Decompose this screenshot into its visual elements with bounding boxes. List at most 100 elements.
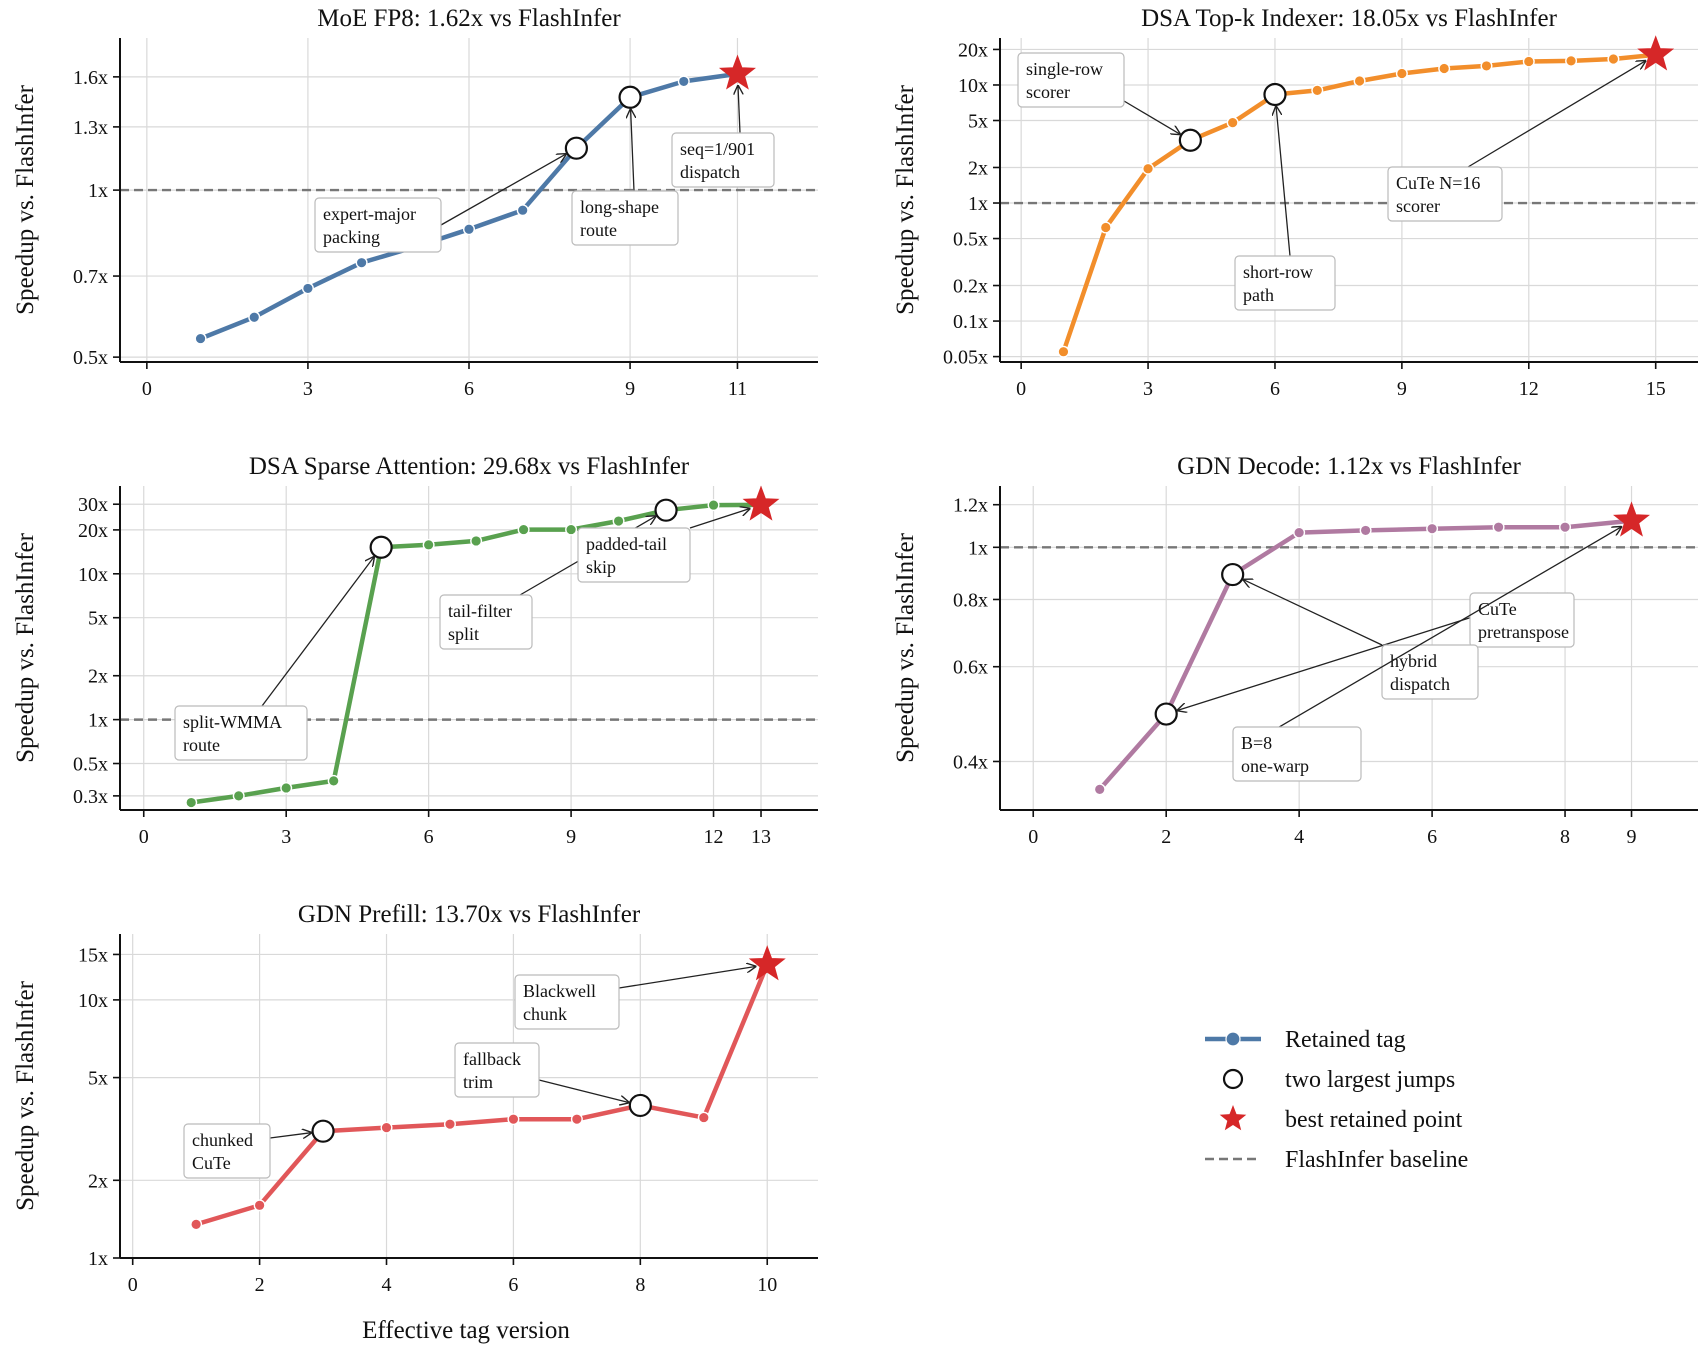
y-tick-label: 1x [968, 193, 988, 215]
best-point-star [1637, 35, 1675, 71]
y-tick-label: 0.7x [73, 266, 108, 288]
data-point [612, 515, 625, 528]
annotation-text: scorer [1026, 82, 1070, 102]
data-point [190, 1218, 203, 1231]
x-tick-label: 6 [464, 378, 474, 400]
x-tick-label: 4 [1294, 826, 1304, 848]
subplot-3: 0 3 6 9 12 13 0.3x 0.5x 1x 2x 5x 10x 20x 30x DSA Spars… [12, 453, 818, 848]
annotation-text: pretranspose [1478, 622, 1569, 642]
subplot-2: 0 3 6 9 12 15 0.05x 0.1x 0.2x 0.5x 1x 2x 5x 10x 20x DSA… [892, 5, 1698, 400]
x-tick-label: 6 [1427, 826, 1437, 848]
y-axis-label: Speedup vs. FlashInfer [12, 532, 39, 762]
annotation-arrow [1276, 107, 1291, 257]
jump-point [564, 136, 588, 160]
annotation-box [314, 197, 442, 253]
annotation-text: split [448, 624, 479, 644]
annotation-arrow [738, 86, 740, 134]
subplot-title: GDN Prefill: 13.70x vs FlashInfer [298, 901, 641, 928]
data-point [185, 796, 198, 809]
jump-point [1178, 128, 1202, 152]
data-point [697, 1111, 710, 1124]
y-tick-label: 15x [78, 944, 108, 966]
legend-item: Retained tag [1205, 1027, 1406, 1053]
annotation-text: expert-major [323, 204, 416, 224]
y-axis-label: Speedup vs. FlashInfer [12, 980, 39, 1210]
x-tick-label: 4 [382, 1274, 392, 1296]
x-tick-label: 11 [728, 378, 747, 400]
annotation-box [1017, 52, 1125, 108]
data-point [232, 789, 245, 802]
y-tick-label: 0.8x [953, 589, 988, 611]
y-tick-label: 2x [968, 157, 988, 179]
data-point [1438, 62, 1451, 75]
jump-point [1263, 82, 1287, 107]
legend-label: Retained tag [1285, 1027, 1406, 1053]
jump-point [628, 1093, 652, 1118]
annotation-text: chunked [192, 1130, 253, 1150]
y-tick-label: 10x [78, 990, 108, 1012]
data-point [1142, 162, 1155, 175]
data-point [1426, 522, 1439, 535]
annotation-text: packing [323, 227, 380, 247]
annotation-arrow [618, 967, 755, 989]
data-point [355, 256, 368, 269]
y-axis-label: Speedup vs. FlashInfer [892, 532, 919, 762]
x-tick-label: 13 [751, 826, 771, 848]
y-tick-label: 1.6x [73, 67, 108, 89]
x-tick-label: 0 [139, 826, 149, 848]
x-tick-label: 9 [1627, 826, 1637, 848]
y-tick-label: 1x [88, 1248, 108, 1270]
jump-point [369, 535, 393, 559]
x-tick-label: 9 [625, 378, 635, 400]
data-point [1607, 52, 1620, 65]
x-tick-label: 2 [1161, 826, 1171, 848]
y-axis-label: Speedup vs. FlashInfer [12, 84, 39, 314]
data-point [1311, 84, 1324, 97]
annotation-box [1469, 592, 1575, 648]
annotation-text: long-shape [580, 197, 659, 217]
y-tick-label: 10x [958, 75, 988, 97]
annotation-box [571, 190, 679, 246]
annotation-box [454, 1042, 540, 1098]
y-tick-label: 1x [88, 180, 108, 202]
annotation-text: single-row [1026, 59, 1103, 79]
annotation-text: Blackwell [523, 981, 596, 1001]
annotation-box [1234, 255, 1336, 311]
annotation-box [183, 1123, 271, 1179]
series-line [193, 962, 770, 1227]
data-point [248, 311, 261, 324]
data-point [422, 538, 435, 551]
data-point [570, 1113, 583, 1126]
annotation-text: dispatch [1390, 674, 1450, 694]
annotation-arrow [1123, 100, 1180, 134]
jump-point [618, 85, 642, 109]
data-point [677, 75, 690, 88]
subplot-title: MoE FP8: 1.62x vs FlashInfer [317, 5, 621, 32]
best-point-star [718, 54, 756, 90]
annotation-arrow [1467, 61, 1645, 168]
annotation-text: CuTe [192, 1153, 231, 1173]
data-point [565, 523, 578, 536]
jump-point [1221, 562, 1245, 587]
y-tick-label: 1x [88, 710, 108, 732]
y-tick-label: 1.2x [953, 495, 988, 517]
legend-marker-swatch [1225, 1031, 1241, 1047]
subplot-1: 0 3 6 9 11 0.5x 0.7x 1x 1.3x 1.6x MoE FP8: 1.62x v… [12, 5, 818, 400]
x-tick-label: 6 [508, 1274, 518, 1296]
data-point [507, 1113, 520, 1126]
y-tick-label: 5x [88, 608, 108, 630]
data-point [516, 204, 529, 217]
x-tick-label: 3 [303, 378, 313, 400]
x-tick-label: 12 [1519, 378, 1539, 400]
annotation-box [514, 974, 620, 1030]
data-point [1057, 345, 1070, 358]
data-point [707, 499, 720, 512]
x-tick-label: 0 [1028, 826, 1038, 848]
x-tick-label: 3 [281, 826, 291, 848]
y-tick-label: 0.5x [73, 754, 108, 776]
y-tick-label: 10x [78, 564, 108, 586]
annotation-text: CuTe N=16 [1396, 173, 1480, 193]
x-tick-label: 0 [128, 1274, 138, 1296]
y-tick-label: 0.6x [953, 657, 988, 679]
annotation-text: dispatch [680, 162, 740, 182]
